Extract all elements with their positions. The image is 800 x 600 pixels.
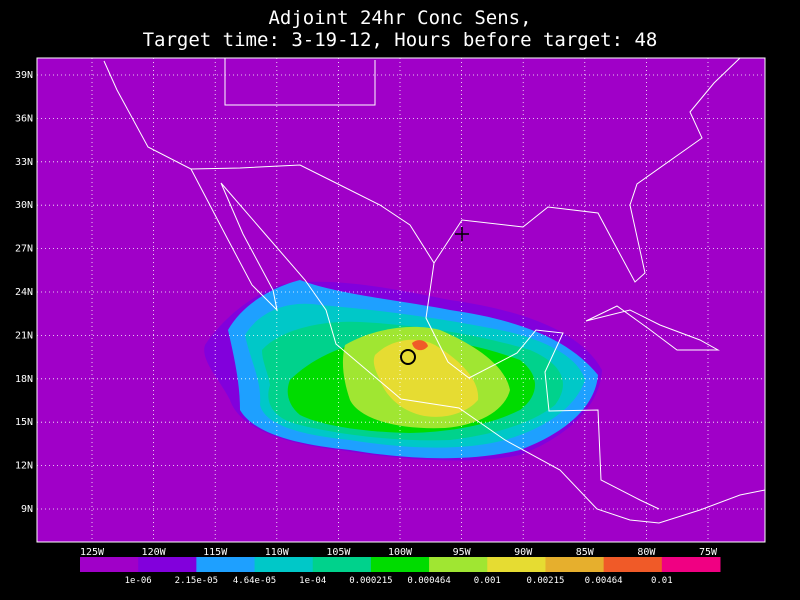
colorbar-label: 0.001: [474, 576, 501, 586]
colorbar-label: 0.000215: [349, 576, 392, 586]
colorbar-swatch: [196, 557, 256, 572]
lon-label: 105W: [326, 547, 351, 558]
graticule: [37, 58, 765, 542]
lat-label: 12N: [15, 461, 33, 472]
colorbar-swatch: [487, 557, 546, 572]
coastlines: [103, 57, 766, 524]
colorbar-label: 2.15e-05: [175, 576, 218, 586]
colorbar-swatch: [429, 557, 488, 572]
lon-label: 125W: [80, 547, 105, 558]
colorbar-swatch: [138, 557, 197, 572]
colorbar-label: 0.01: [651, 576, 673, 586]
lat-label: 27N: [15, 244, 33, 255]
source-circle: [400, 349, 416, 365]
colorbar-swatch: [603, 557, 663, 572]
colorbar-swatch: [370, 557, 430, 572]
colorbar-label: 0.00464: [585, 576, 623, 586]
lat-label: 33N: [15, 157, 33, 168]
colorbar-swatch: [661, 557, 721, 572]
lat-label: 30N: [15, 200, 33, 211]
lon-label: 95W: [453, 547, 472, 558]
lon-label: 100W: [388, 547, 413, 558]
title-line: Adjoint 24hr Conc Sens,: [268, 7, 531, 29]
sensitivity-plume: [204, 280, 603, 461]
lat-label: 24N: [15, 287, 33, 298]
colorbar-label: 0.000464: [407, 576, 450, 586]
colorbar-swatch: [312, 557, 372, 572]
colorbar-label: 4.64e-05: [233, 576, 276, 586]
lat-label: 15N: [15, 417, 33, 428]
lon-label: 80W: [637, 547, 656, 558]
target-marker: [455, 227, 469, 241]
lon-label: 120W: [142, 547, 167, 558]
colorbar: 1e-06 2.15e-05 4.64e-05 1e-04 0.000215 0.0004…: [80, 557, 721, 586]
lon-label: 115W: [203, 547, 228, 558]
lon-label: 85W: [576, 547, 595, 558]
colorbar-label: 1e-06: [125, 576, 152, 586]
colorbar-swatch: [254, 557, 314, 572]
colorbar-swatch: [545, 557, 605, 572]
lon-label: 90W: [514, 547, 533, 558]
colorbar-label: 0.00215: [526, 576, 564, 586]
lon-label: 75W: [699, 547, 718, 558]
lat-label: 36N: [15, 113, 33, 124]
colorbar-label: 1e-04: [299, 576, 326, 586]
lat-label: 18N: [15, 374, 33, 385]
lat-label: 21N: [15, 330, 33, 341]
lat-label: 39N: [15, 70, 33, 81]
colorbar-swatch: [80, 557, 139, 572]
lon-label: 110W: [265, 547, 290, 558]
lat-label: 9N: [21, 504, 33, 515]
title-line: Target time: 3-19-12, Hours before targe…: [143, 29, 658, 51]
